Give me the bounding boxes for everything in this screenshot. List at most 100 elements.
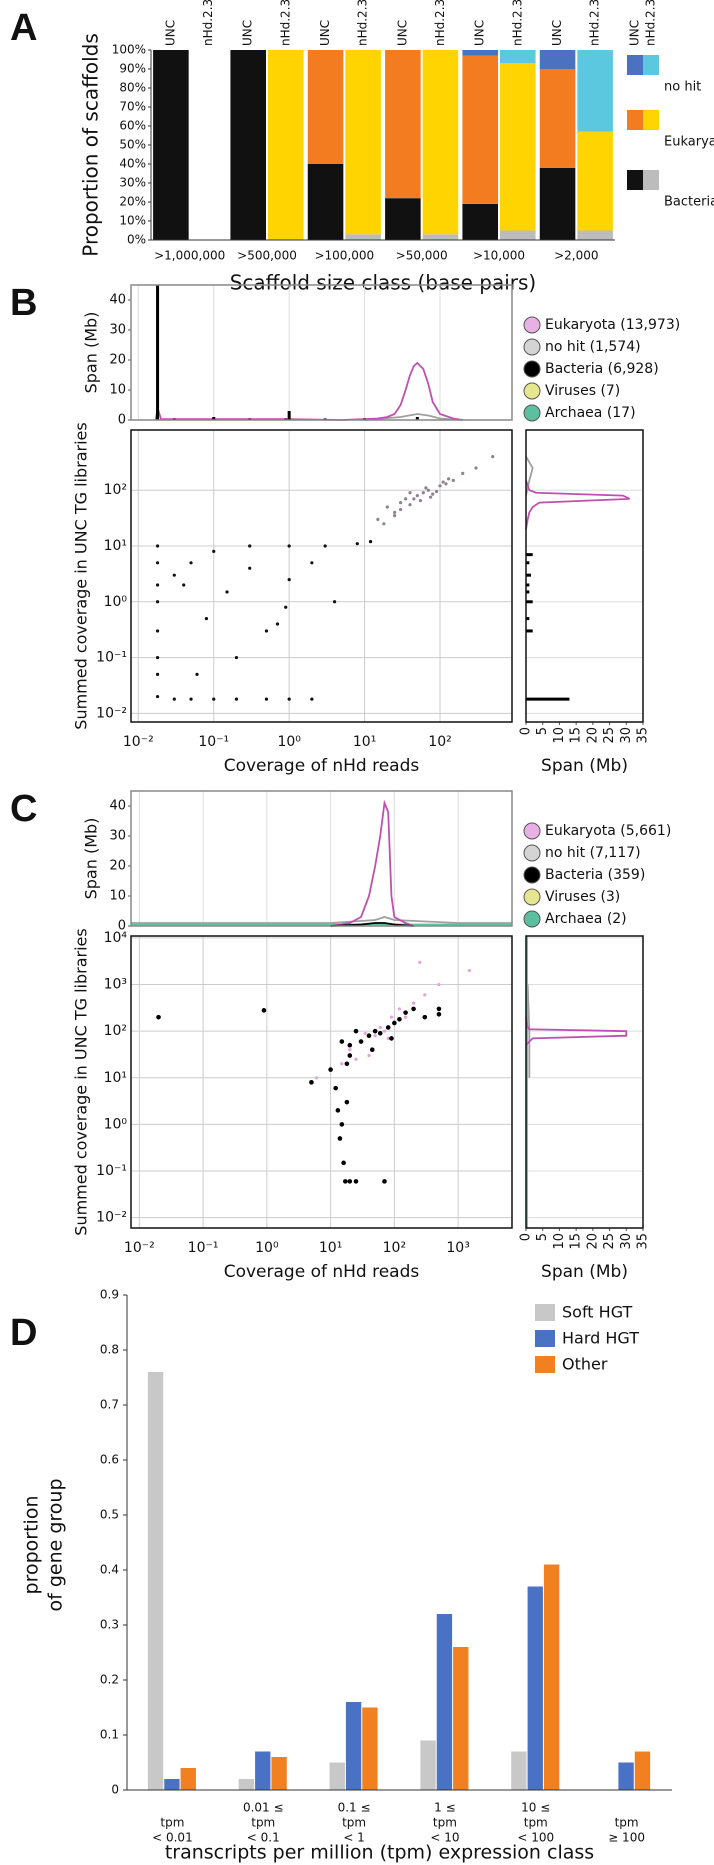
point xyxy=(385,1025,391,1030)
point xyxy=(347,1042,353,1048)
point xyxy=(408,491,412,495)
right-histogram-bar xyxy=(526,590,530,594)
top-y-tick-label: 30 xyxy=(109,829,126,844)
point xyxy=(342,1179,348,1184)
point xyxy=(397,1007,402,1011)
bar-segment xyxy=(345,50,381,235)
right-histogram-bar xyxy=(526,617,530,621)
point xyxy=(444,482,448,486)
bar-segment xyxy=(500,63,536,231)
legend-marker xyxy=(523,866,541,884)
bar-segment xyxy=(422,50,459,235)
bar-segment xyxy=(345,234,381,240)
point xyxy=(393,510,397,515)
point xyxy=(287,544,291,548)
point xyxy=(418,499,423,503)
group-label: nHd.2.3 xyxy=(201,0,215,46)
point xyxy=(344,1061,350,1067)
x-tick-label: < 0.1 xyxy=(247,1831,280,1845)
legend-marker xyxy=(523,404,541,422)
legend-swatch xyxy=(535,1356,555,1373)
panel-label: B xyxy=(10,282,37,324)
y-tick-label: 0.4 xyxy=(100,1563,119,1577)
legend-swatch xyxy=(535,1330,555,1347)
right-histogram-line xyxy=(525,1016,628,1046)
x-tick-label: < 1 xyxy=(343,1831,365,1845)
right-histogram-line xyxy=(526,984,531,1078)
group-label: nHd.2.3 xyxy=(510,0,524,46)
x-tick-label: >100,000 xyxy=(314,249,374,263)
y-axis-label: Summed coverage in UNC TG libraries xyxy=(72,928,91,1235)
x-tick-label: 10⁻² xyxy=(123,734,154,750)
point xyxy=(382,1179,387,1184)
top-histogram-bar xyxy=(212,417,216,420)
point xyxy=(189,561,193,565)
x-tick-label: 10¹ xyxy=(353,734,376,750)
scatter-frame xyxy=(130,429,513,723)
legend-marker xyxy=(523,338,541,356)
point xyxy=(358,1039,364,1044)
y-axis-label: of gene group xyxy=(45,1478,67,1611)
legend-swatch xyxy=(535,1304,555,1321)
point xyxy=(339,1122,345,1127)
y-tick-label: 90% xyxy=(119,62,146,76)
bar xyxy=(362,1707,378,1790)
bar xyxy=(164,1779,180,1790)
top-histogram-line xyxy=(154,361,463,421)
legend-label: no hit (7,117) xyxy=(545,845,641,861)
right-frame xyxy=(525,429,644,723)
x-tick-label: tpm xyxy=(433,1816,457,1830)
point xyxy=(333,1085,338,1091)
point xyxy=(189,697,193,701)
legend-group-label: nHd.2.3 xyxy=(644,0,658,46)
point xyxy=(377,1031,383,1036)
point xyxy=(172,573,176,577)
right-x-tick-label: 10 xyxy=(552,1233,567,1250)
point xyxy=(328,1067,333,1072)
right-x-tick-label: 10 xyxy=(552,727,567,744)
legend-label: Eukaryota (13,973) xyxy=(545,317,680,333)
point xyxy=(378,1025,382,1030)
point xyxy=(348,1048,352,1052)
y-tick-label: 10⁻² xyxy=(96,705,127,721)
legend-swatch xyxy=(643,170,659,190)
right-x-tick-label: 35 xyxy=(636,1233,651,1250)
group-label: nHd.2.3 xyxy=(588,0,602,46)
point xyxy=(411,1001,416,1005)
point xyxy=(404,497,408,501)
legend-marker xyxy=(523,822,541,840)
y-tick-label: 10¹ xyxy=(104,538,127,554)
top-histogram-line xyxy=(330,922,414,927)
point xyxy=(335,1108,341,1113)
top-y-tick-label: 40 xyxy=(109,293,126,308)
point xyxy=(204,616,209,621)
bar xyxy=(147,1372,164,1790)
group-label: nHd.2.3 xyxy=(278,0,292,46)
point xyxy=(367,1053,371,1058)
point xyxy=(412,497,416,501)
top-frame xyxy=(130,284,513,421)
x-tick-label: >500,000 xyxy=(237,249,297,263)
y-tick-label: 0.2 xyxy=(100,1673,119,1687)
x-tick-label: 1 ≤ xyxy=(434,1801,456,1815)
y-tick-label: 10² xyxy=(104,1023,127,1039)
x-tick-label: 10⁻² xyxy=(124,1240,155,1256)
legend-label: Viruses (7) xyxy=(545,383,620,399)
bar-segment xyxy=(462,50,498,56)
right-x-tick-label: 15 xyxy=(569,727,584,744)
point xyxy=(363,1031,367,1035)
y-tick-label: 30% xyxy=(119,176,146,190)
right-histogram-bar xyxy=(526,583,530,587)
point xyxy=(418,960,422,964)
bar-segment xyxy=(153,50,189,240)
point xyxy=(467,968,471,973)
group-label: nHd.2.3 xyxy=(433,0,447,46)
x-tick-label: 10⁻¹ xyxy=(188,1240,219,1256)
point xyxy=(309,1080,314,1085)
y-tick-label: 80% xyxy=(119,81,146,95)
right-histogram-bar xyxy=(526,573,532,577)
y-tick-label: 10⁻¹ xyxy=(96,650,127,666)
point xyxy=(398,500,403,505)
bar-segment xyxy=(577,50,613,132)
